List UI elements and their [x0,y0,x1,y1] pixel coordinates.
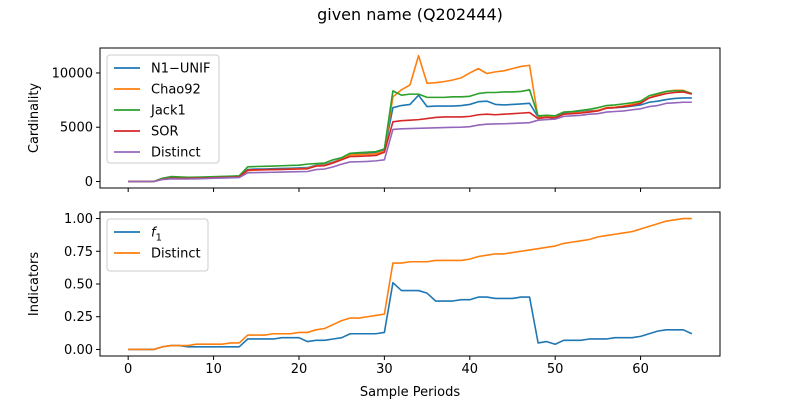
legend-label-4: Distinct [151,146,201,161]
legend-label-0: N1−UNIF [151,62,210,77]
series-line-0-2 [128,88,693,183]
y-tick-label: 5000 [60,121,93,136]
legend-label-0: f1 [151,226,162,244]
legend: N1−UNIF Chao92 Jack1 SOR Distinct [106,54,220,164]
axes-frame [99,47,721,189]
x-tick-label: 50 [547,362,564,377]
legend-box [106,54,220,164]
legend-label-main: f [151,226,158,241]
y-tick-label: 0 [85,175,93,190]
x-tick-label: 20 [291,362,308,377]
y-tick-label: 0.75 [64,245,93,260]
y-tick-label: 10000 [52,66,93,81]
legend-label-3: SOR [151,125,179,140]
legend-label-2: Jack1 [150,104,186,119]
legend-label-sub: 1 [156,233,162,244]
legend-label-1: Chao92 [151,83,201,98]
cardinality-panel: 0 5000 10000 Cardinality N1−UNIF Chao92 Jack1 S… [27,47,721,192]
legend-label-1: Distinct [151,247,201,262]
x-tick-label: 40 [462,362,479,377]
y-tick-label: 0.50 [64,278,93,293]
series-line-1-1 [128,217,692,351]
y-tick-label: 0.00 [64,343,93,358]
figure-title: given name (Q202444) [317,5,503,24]
series-line-1-0 [128,281,693,351]
x-tick-label: 60 [632,362,649,377]
indicators-panel: 0 10 20 30 40 50 60 0.00 0.25 0.50 0.75 1.00 Indicat… [27,211,721,400]
x-tick-label: 30 [376,362,393,377]
x-axis-label: Sample Periods [360,385,460,400]
legend-box [106,218,209,272]
y-axis-label: Indicators [27,252,42,316]
y-tick-label: 1.00 [64,212,93,227]
y-tick-label: 0.25 [64,310,93,325]
legend: f1 Distinct [106,218,209,272]
x-tick-label: 0 [124,362,132,377]
x-tick-label: 10 [205,362,222,377]
y-axis-label: Cardinality [27,83,42,154]
series-line-0-4 [128,101,692,183]
